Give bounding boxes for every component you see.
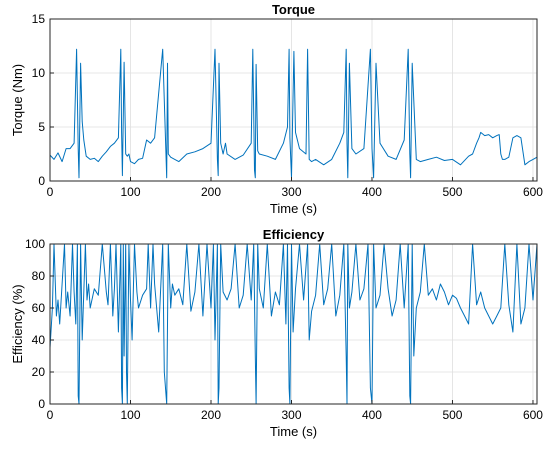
efficiency-x-tick-label: 400	[362, 408, 382, 422]
torque-x-axis-label: Time (s)	[270, 201, 317, 216]
torque-y-ticks: 0 5 10 15	[32, 12, 54, 188]
torque-x-tick-label: 0	[47, 185, 54, 199]
torque-plot: Torque 0 100 200 300 400 500 600 0 5 10 15 Time (…	[10, 2, 543, 216]
torque-title: Torque	[272, 2, 315, 17]
efficiency-x-tick-label: 0	[47, 408, 54, 422]
efficiency-x-axis-label: Time (s)	[270, 424, 317, 439]
torque-y-axis-label: Torque (Nm)	[10, 64, 25, 136]
efficiency-y-tick-label: 40	[32, 333, 46, 347]
torque-x-tick-label: 100	[120, 185, 140, 199]
torque-y-tick-label: 5	[38, 120, 45, 134]
torque-x-tick-label: 500	[442, 185, 462, 199]
efficiency-x-tick-label: 200	[201, 408, 221, 422]
efficiency-x-tick-label: 100	[120, 408, 140, 422]
efficiency-series-line	[49, 243, 538, 405]
efficiency-plot: Efficiency 0 100 200 300 400 500 600 0 20 40 60 80…	[10, 227, 543, 439]
torque-x-tick-label: 300	[281, 185, 301, 199]
efficiency-y-axis-label: Efficiency (%)	[10, 284, 25, 363]
torque-y-tick-label: 10	[32, 66, 46, 80]
torque-x-tick-label: 600	[523, 185, 543, 199]
efficiency-axes-outline	[49, 243, 538, 405]
torque-y-tick-label: 15	[32, 12, 46, 26]
torque-x-ticks: 0 100 200 300 400 500 600	[47, 177, 543, 199]
efficiency-y-ticks: 0 20 40 60 80 100	[25, 237, 54, 411]
torque-axes-outline	[49, 18, 538, 182]
efficiency-x-tick-label: 300	[281, 408, 301, 422]
efficiency-y-tick-label: 20	[32, 365, 46, 379]
efficiency-y-tick-label: 0	[38, 397, 45, 411]
efficiency-x-tick-label: 600	[523, 408, 543, 422]
torque-x-tick-label: 200	[201, 185, 221, 199]
torque-axes-box	[49, 18, 538, 182]
torque-series-layer	[49, 48, 538, 179]
efficiency-y-tick-label: 60	[32, 301, 46, 315]
torque-x-tick-label: 400	[362, 185, 382, 199]
efficiency-x-ticks: 0 100 200 300 400 500 600	[47, 400, 543, 422]
torque-y-tick-label: 0	[38, 174, 45, 188]
efficiency-y-tick-label: 100	[25, 237, 45, 251]
efficiency-y-tick-label: 80	[32, 269, 46, 283]
efficiency-series-layer	[49, 243, 538, 405]
efficiency-title: Efficiency	[263, 227, 325, 242]
torque-series-line	[49, 48, 538, 179]
efficiency-x-tick-label: 500	[442, 408, 462, 422]
